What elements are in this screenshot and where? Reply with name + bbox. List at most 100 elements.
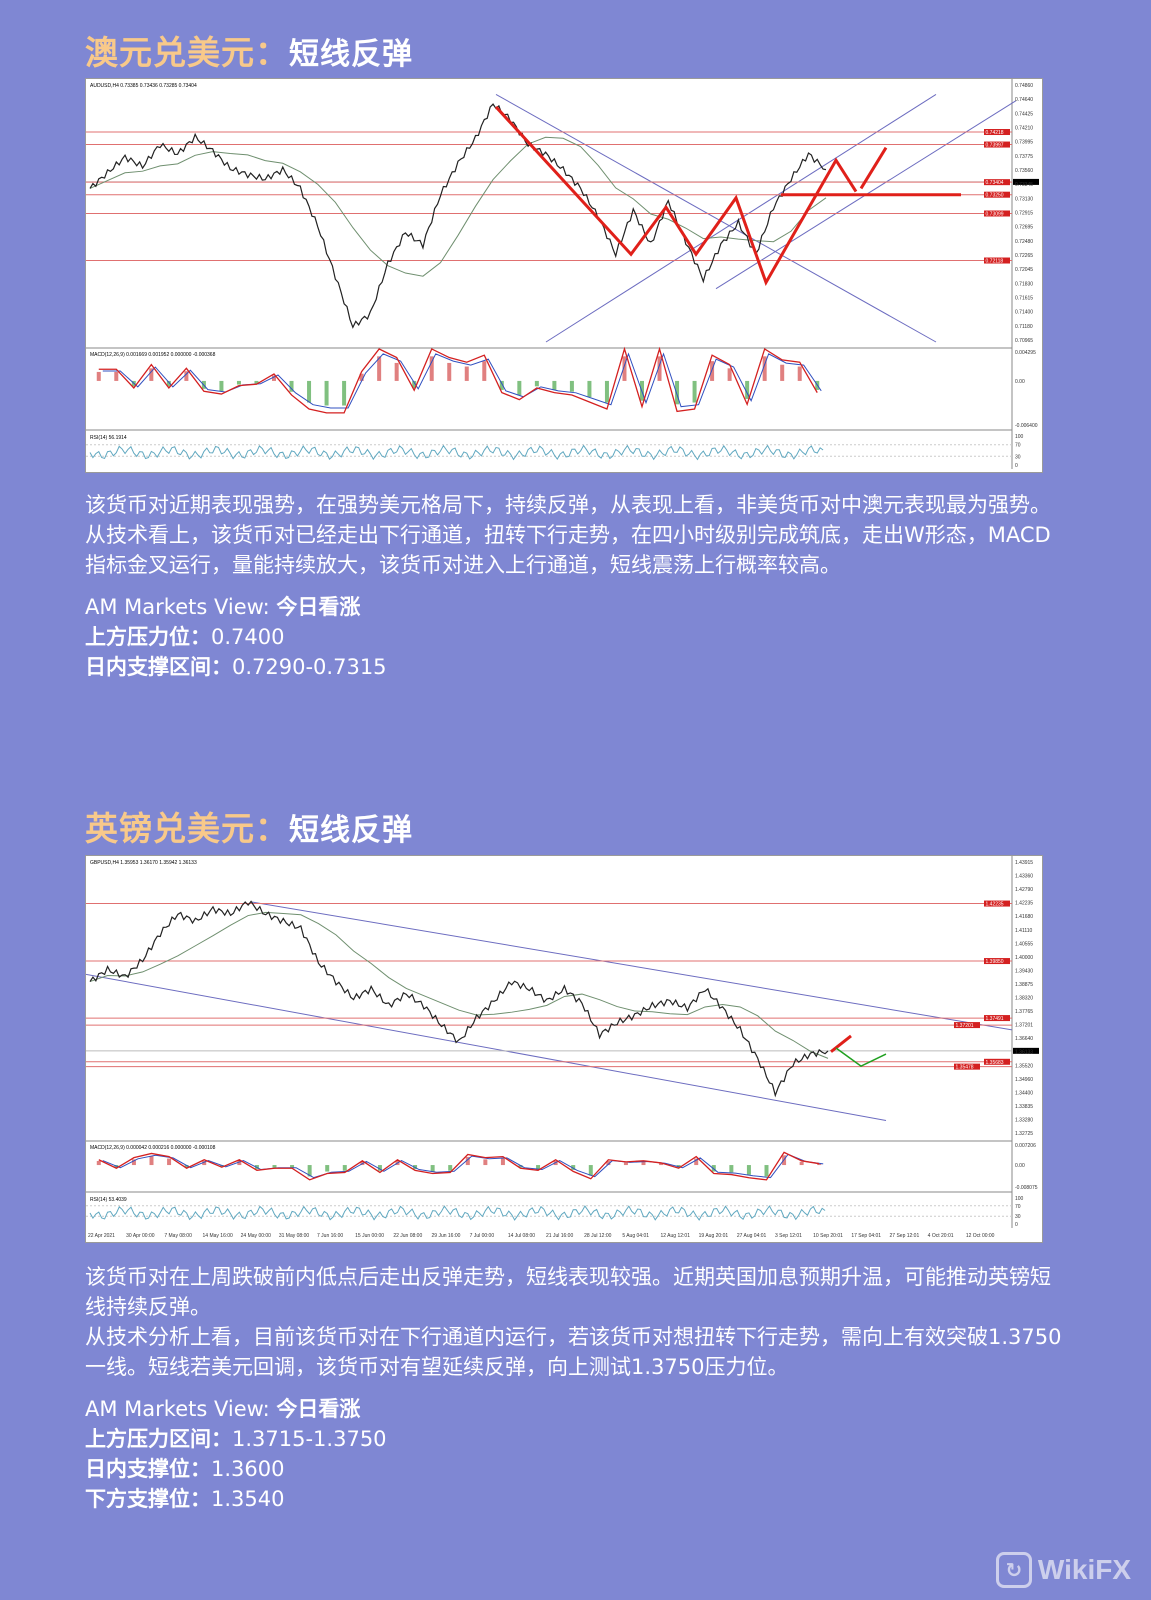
section2-title: 英镑兑美元：短线反弹 [85,809,413,848]
macd-histogram-bar [552,380,557,390]
macd-histogram-bar [290,1165,295,1168]
y-tick-label: 0.73995 [1015,140,1033,146]
macd-histogram-bar [499,380,504,390]
macd-histogram-bar [606,1160,611,1166]
level-tag-label: 0.73404 [986,180,1004,186]
y-tick-label: 0.73130 [1015,196,1033,202]
section2-paragraph2: 从技术分析上看，目前该货币对在下行通道内运行，若该货币对想扭转下行走势，需向上有… [85,1325,1062,1379]
gbpusd-chart: GBPUSD,H4 1.35953 1.36170 1.35942 1.3613… [85,855,1043,1243]
x-tick-label: 7 May 08:00 [164,1233,192,1239]
rsi-tick-label: 100 [1015,1196,1024,1202]
y-tick-label: 0.71830 [1015,281,1033,287]
section1-view: AM Markets View: 今日看涨 上方压力位：0.7400 日内支撑区… [85,592,1065,682]
y-tick-label: 1.34400 [1015,1090,1033,1096]
rsi-tick-label: 70 [1015,443,1021,449]
forecast-arrow [859,146,888,190]
section1-paragraph2: 从技术看上，该货币对已经走出下行通道，扭转下行走势，在四小时级别完成筑底，走出W… [85,523,1051,577]
level-tag [954,1022,980,1029]
rsi-tick-label: 0 [1015,1222,1018,1228]
rsi-tick-label: 70 [1015,1204,1021,1210]
y-tick-label: 1.42790 [1015,887,1033,893]
macd-histogram-bar [149,1156,154,1166]
macd-histogram-bar [184,371,189,381]
x-tick-label: 27 Aug 04:01 [737,1233,767,1239]
y-tick-label: 0.72045 [1015,267,1033,273]
macd-histogram-bar [711,1165,716,1172]
rsi-line [89,1205,826,1221]
macd-histogram-bar [762,356,767,381]
macd-histogram-bar [500,1158,505,1166]
y-tick-label: 1.38875 [1015,982,1033,988]
level-tag [984,179,1010,186]
macd-histogram-bar [692,380,697,403]
macd-histogram-bar [587,380,592,398]
macd-label: MACD(12,26,9) 0.001669 0.001952 0.000000… [90,352,216,358]
trend-channel-line [495,93,937,343]
level-tag-label: 1.37201 [956,1023,974,1029]
section2-text: 该货币对在上周跌破前内低点后走出反弹走势，短线表现较强。近期英国加息预期升温，可… [85,1262,1065,1514]
forecast-arrow [494,105,858,287]
macd-histogram-bar [447,362,452,381]
x-tick-label: 24 May 00:00 [241,1233,272,1239]
forecast-arrow [830,1034,852,1053]
level-tag [984,900,1010,907]
macd-histogram-bar [131,1159,136,1166]
price-line [89,103,827,329]
x-tick-label: 22 Jun 08:00 [393,1233,422,1239]
macd-histogram-bar [588,1165,593,1176]
x-tick-label: 14 May 16:00 [203,1233,234,1239]
current-price-tag [1013,178,1039,185]
macd-histogram-bar [342,380,347,406]
macd-histogram-bar [184,1165,189,1168]
macd-histogram-bar [272,375,276,381]
audusd-chart: AUDUSD,H4 0.73385 0.73436 0.73285 0.7340… [85,78,1043,473]
macd-tick-label: 0.004295 [1015,350,1036,356]
macd-tick-label: 0.007206 [1015,1143,1036,1149]
y-tick-label: 0.73775 [1015,154,1033,160]
section1-text: 该货币对近期表现强势，在强势美元格局下，持续反弹，从表现上看，非美货币对中澳元表… [85,490,1065,682]
y-tick-label: 0.71615 [1015,296,1033,302]
y-tick-label: 1.37765 [1015,1009,1033,1015]
level-tag-label: 0.73250 [986,193,1004,199]
view-line: AM Markets View: 今日看涨 [85,595,361,619]
y-tick-label: 0.72480 [1015,239,1033,245]
macd-histogram-bar [780,364,785,381]
macd-tick-label: -0.006400 [1015,423,1038,429]
macd-histogram-bar [536,1165,541,1170]
macd-histogram-bar [412,380,417,389]
view-line: AM Markets View: 今日看涨 [85,1397,361,1421]
level-tag [984,129,1010,136]
macd-histogram-bar [764,1165,769,1177]
wikifx-logo-icon: ↻ [995,1552,1032,1588]
support-line: 日内支撑位：1.3600 [85,1457,285,1481]
audusd-chart-svg: AUDUSD,H4 0.73385 0.73436 0.73285 0.7340… [86,79,1039,469]
macd-histogram-bar [569,380,574,392]
forecast-arrow [835,1047,887,1068]
x-tick-label: 17 Sep 04:01 [851,1233,881,1239]
macd-histogram-bar [483,1159,488,1166]
macd-histogram-bar [641,1161,646,1166]
y-tick-label: 1.36133 [1015,1050,1033,1056]
y-tick-label: 1.34960 [1015,1077,1033,1083]
macd-histogram-bar [465,1156,470,1166]
macd-histogram-bar [604,380,609,403]
y-tick-label: 1.36640 [1015,1036,1033,1042]
y-tick-label: 1.33280 [1015,1117,1033,1123]
macd-histogram-bar [236,380,241,385]
macd-histogram-bar [429,356,434,381]
moving-average-line [89,136,827,277]
macd-histogram-bar [377,1165,382,1171]
macd-tick-label: 0.00 [1015,1163,1025,1169]
trend-channel-line [250,901,1013,1031]
y-tick-label: 1.42235 [1015,901,1033,907]
macd-histogram-bar [517,380,522,396]
level-tag [984,191,1010,198]
x-tick-label: 10 Sep 20:01 [813,1233,843,1239]
macd-histogram-bar [746,1165,751,1175]
macd-histogram-bar [96,1160,101,1166]
x-tick-label: 21 Jul 16:00 [546,1233,573,1239]
macd-histogram-bar [149,368,154,381]
y-tick-label: 1.35520 [1015,1063,1033,1069]
y-tick-label: 0.74640 [1015,97,1033,103]
macd-histogram-bar [254,380,259,384]
